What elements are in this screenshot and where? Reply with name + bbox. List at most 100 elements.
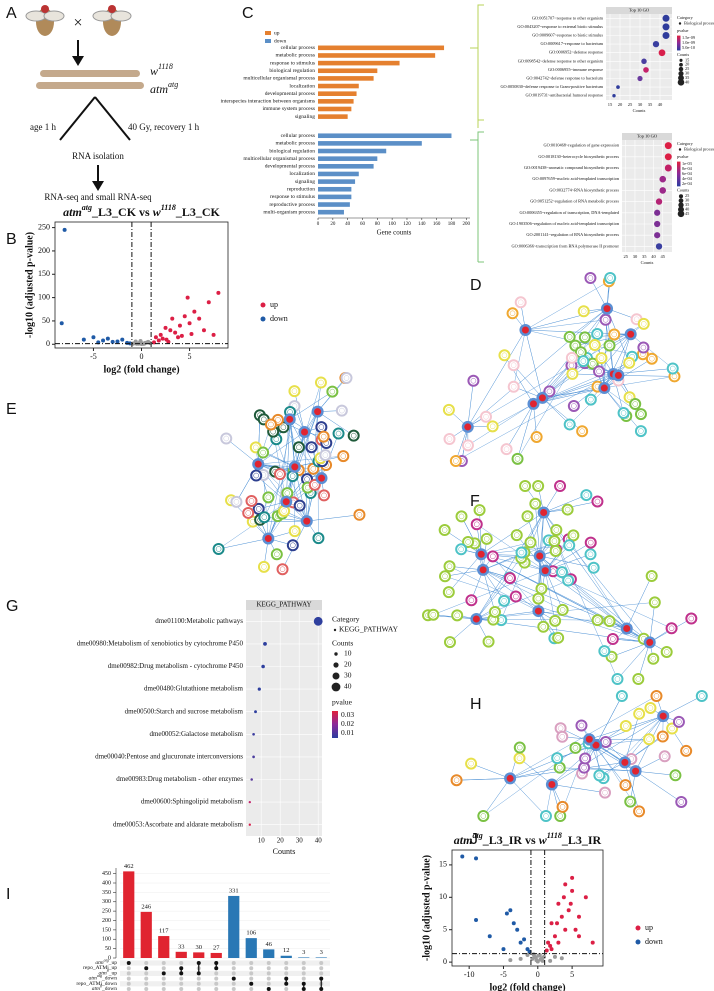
matrix-dot bbox=[249, 987, 254, 991]
category-label: GO:0010468~regulation of gene expression bbox=[544, 143, 620, 148]
point bbox=[110, 339, 115, 344]
hub-core bbox=[538, 394, 546, 402]
x-axis-label: Counts bbox=[633, 108, 646, 113]
bar bbox=[318, 164, 374, 169]
colorbar-label: 1.5e-09 bbox=[682, 35, 695, 40]
node-core bbox=[304, 476, 310, 482]
category-label: reproduction bbox=[287, 187, 315, 193]
y-tick-label: 300 bbox=[102, 899, 111, 905]
legend-marker bbox=[635, 939, 641, 945]
size-label: 30 bbox=[344, 671, 352, 680]
node-core bbox=[553, 527, 560, 533]
dot bbox=[641, 58, 647, 65]
set-label: repo_ATMi_up bbox=[83, 965, 117, 971]
matrix-dot bbox=[231, 981, 236, 986]
node-core bbox=[672, 772, 679, 779]
matrix-dot bbox=[196, 981, 201, 986]
x-tick-label: 20 bbox=[330, 222, 336, 227]
title-part: atg bbox=[82, 203, 92, 212]
set-label-part: atm bbox=[99, 971, 107, 977]
value-label: 3 bbox=[302, 949, 305, 956]
genotype-sup: atg bbox=[168, 80, 178, 89]
title-part: _L3_CK vs bbox=[91, 205, 153, 219]
node-core bbox=[594, 331, 600, 337]
node-core bbox=[261, 564, 267, 570]
colorbar-label: 1e-03 bbox=[682, 161, 692, 166]
size-key bbox=[332, 672, 340, 680]
dot bbox=[261, 664, 265, 669]
node-core bbox=[215, 546, 222, 552]
matrix-dot bbox=[249, 966, 254, 971]
node-core bbox=[474, 521, 480, 528]
node-core bbox=[280, 424, 287, 431]
hub-core bbox=[534, 607, 542, 615]
edge bbox=[476, 577, 511, 620]
node-core bbox=[546, 388, 553, 395]
category-label: multicellular organismal process bbox=[243, 156, 315, 162]
node-core bbox=[320, 433, 327, 440]
edge bbox=[649, 602, 656, 643]
node-core bbox=[441, 527, 448, 533]
x-tick-label: 40 bbox=[658, 102, 663, 107]
point bbox=[187, 321, 192, 326]
node-core bbox=[535, 595, 542, 602]
larva bbox=[36, 82, 144, 89]
node-core bbox=[540, 624, 547, 630]
matrix-dot bbox=[126, 961, 131, 965]
panel-label: E bbox=[6, 401, 17, 418]
node-core bbox=[315, 535, 322, 541]
node-core bbox=[668, 625, 675, 632]
edge bbox=[289, 391, 333, 420]
hub-core bbox=[286, 415, 294, 423]
fly-head bbox=[108, 5, 116, 13]
edge bbox=[433, 570, 546, 615]
category-label: dme00980:Metabolism of xenobiotics by cy… bbox=[77, 640, 244, 648]
node-core bbox=[265, 494, 272, 501]
node-core bbox=[594, 498, 601, 505]
node-core bbox=[501, 352, 508, 359]
node-core bbox=[607, 275, 613, 281]
matrix-dot bbox=[284, 971, 289, 976]
node-core bbox=[268, 421, 274, 428]
edge bbox=[226, 438, 259, 465]
category-label: localization bbox=[289, 83, 315, 89]
node-core bbox=[557, 725, 564, 731]
bar bbox=[318, 186, 352, 192]
colorbar-label: 8e-04 bbox=[682, 166, 693, 171]
point bbox=[160, 336, 165, 341]
node-core bbox=[623, 723, 629, 729]
category-label: GO:0006355~regulation of transcription, … bbox=[520, 210, 620, 216]
x-axis-label: Gene counts bbox=[377, 229, 412, 237]
node-core bbox=[602, 317, 609, 323]
hub-core bbox=[646, 638, 654, 646]
node-core bbox=[614, 676, 621, 682]
node-core bbox=[253, 472, 259, 479]
point bbox=[216, 290, 221, 295]
node-core bbox=[569, 355, 575, 361]
dot bbox=[659, 187, 667, 194]
matrix-dot bbox=[301, 971, 306, 976]
point bbox=[179, 333, 184, 338]
node-core bbox=[510, 384, 517, 390]
matrix-dot bbox=[249, 976, 254, 981]
category-label: metabolic process bbox=[275, 141, 315, 147]
category-label: signaling bbox=[295, 114, 315, 120]
node-core bbox=[329, 388, 336, 395]
node-core bbox=[513, 532, 520, 538]
node-core bbox=[507, 575, 513, 581]
node-core bbox=[447, 639, 453, 645]
strip-label: KEGG_PATHWAY bbox=[256, 601, 311, 609]
node-core bbox=[223, 435, 229, 442]
node-core bbox=[559, 569, 565, 575]
title-part: 1118 bbox=[161, 203, 176, 212]
node-core bbox=[633, 316, 640, 322]
arrow bbox=[94, 96, 131, 141]
legend-label: Biological process bbox=[684, 20, 714, 25]
edge bbox=[611, 642, 650, 657]
node-core bbox=[343, 375, 350, 381]
node-core bbox=[579, 428, 585, 434]
node-core bbox=[483, 414, 489, 420]
category-label: response to stimulus bbox=[270, 60, 315, 66]
dot bbox=[654, 232, 661, 239]
